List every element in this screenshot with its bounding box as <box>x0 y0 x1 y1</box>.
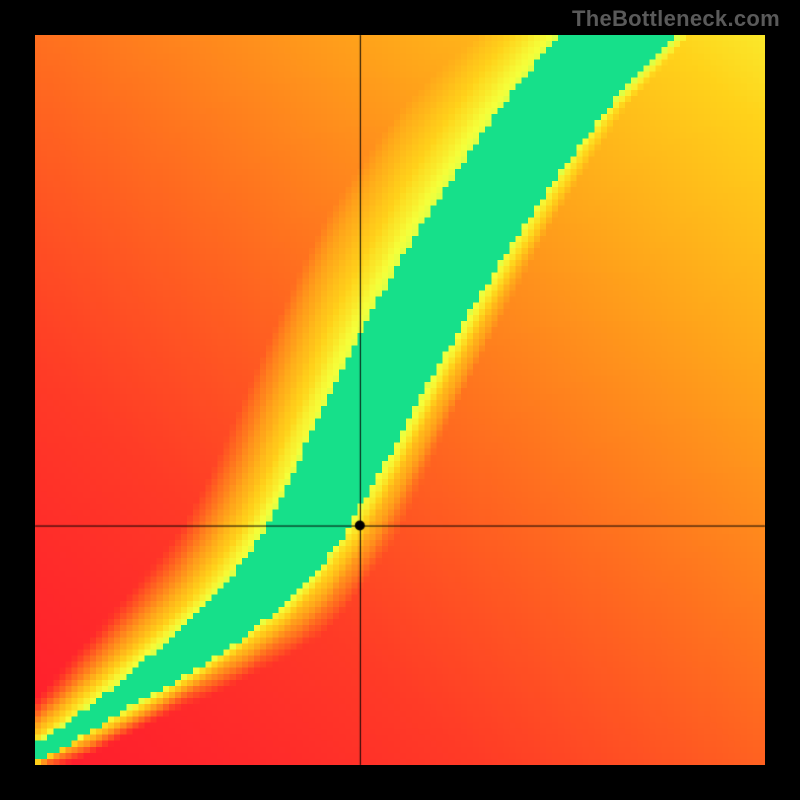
watermark-text: TheBottleneck.com <box>572 6 780 32</box>
chart-container: TheBottleneck.com <box>0 0 800 800</box>
heatmap-canvas <box>35 35 765 765</box>
